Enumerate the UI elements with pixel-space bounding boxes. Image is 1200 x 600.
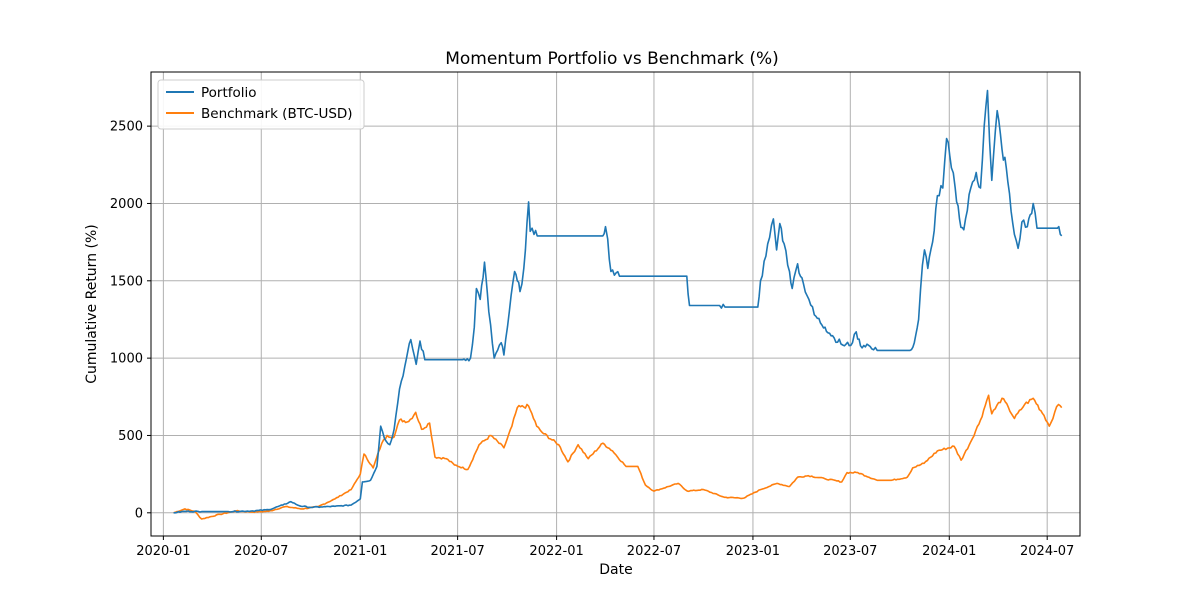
x-tick-label: 2023-01	[726, 544, 780, 559]
series-line-portfolio	[173, 89, 1063, 514]
legend-label-benchmark: Benchmark (BTC-USD)	[201, 106, 353, 122]
y-axis-ticks: 0 500 1000 1500 2000 2500	[110, 120, 151, 521]
y-tick-label: 0	[135, 506, 143, 521]
x-tick-label: 2021-07	[430, 544, 484, 559]
legend: Portfolio Benchmark (BTC-USD)	[157, 79, 365, 130]
x-tick-label: 2020-01	[136, 544, 190, 559]
y-tick-label: 1500	[110, 274, 143, 289]
x-tick-label: 2020-07	[234, 544, 288, 559]
y-tick-label: 500	[118, 429, 143, 444]
y-tick-label: 2500	[110, 120, 143, 135]
x-axis-label: Date	[599, 562, 632, 578]
plot-frame	[150, 71, 1081, 537]
x-tick-label: 2024-07	[1020, 544, 1074, 559]
x-tick-label: 2024-01	[922, 544, 976, 559]
x-tick-label: 2023-07	[823, 544, 877, 559]
legend-label-portfolio: Portfolio	[201, 85, 257, 101]
chart-title: Momentum Portfolio vs Benchmark (%)	[445, 49, 779, 69]
series-line-benchmark	[173, 394, 1063, 520]
x-axis-ticks: 2020-01 2020-07 2021-01 2021-07 2022-01 2022-…	[136, 536, 1074, 559]
x-tick-label: 2022-07	[627, 544, 681, 559]
y-axis-label: Cumulative Return (%)	[84, 224, 100, 384]
y-tick-label: 2000	[110, 197, 143, 212]
legend-box	[157, 79, 365, 130]
series-lines	[173, 89, 1063, 520]
x-tick-label: 2021-01	[333, 544, 387, 559]
y-tick-label: 1000	[110, 352, 143, 367]
x-tick-label: 2022-01	[529, 544, 583, 559]
